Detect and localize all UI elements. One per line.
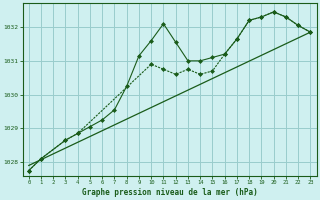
X-axis label: Graphe pression niveau de la mer (hPa): Graphe pression niveau de la mer (hPa) bbox=[82, 188, 258, 197]
